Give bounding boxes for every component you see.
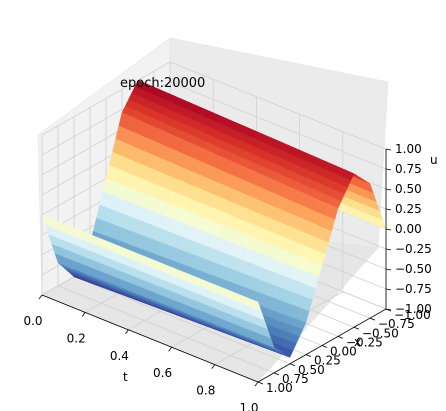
axes: 0.00.20.40.60.81.01.000.750.500.250.00−0… — [23, 142, 431, 411]
t-tick-mark — [125, 329, 129, 335]
surface — [41, 80, 387, 358]
u-tick-label: −0.25 — [395, 242, 432, 256]
grid-line — [169, 61, 387, 150]
u-tick-label: −1.00 — [395, 302, 432, 316]
x-tick-label: 0.50 — [298, 363, 325, 377]
t-tick-mark — [81, 312, 86, 317]
x-tick-mark — [321, 345, 328, 348]
surface-patch — [248, 298, 262, 312]
x-tick-mark — [257, 381, 264, 385]
x-tick-label: −0.50 — [362, 326, 399, 340]
grid-line — [169, 81, 387, 170]
x-axis-label: t — [123, 370, 128, 384]
t-tick-label: 0.8 — [196, 384, 215, 398]
x-tick-label: −1.00 — [394, 308, 431, 322]
u-tick-mark — [385, 188, 392, 191]
epoch-annotation: epoch:20000 — [120, 76, 205, 91]
t-tick-label: 1.0 — [239, 401, 258, 411]
x-tick-label: −0.75 — [378, 317, 415, 331]
x-tick-mark — [369, 317, 376, 321]
x-tick-label: 0.25 — [314, 354, 341, 368]
u-tick-label: 1.00 — [395, 142, 422, 156]
t-tick-label: 0.4 — [110, 349, 129, 363]
x-tick-mark — [273, 372, 280, 376]
x-tick-mark — [353, 326, 360, 330]
u-tick-mark — [385, 168, 392, 171]
u-tick-mark — [385, 228, 392, 231]
u-tick-label: −0.50 — [395, 262, 432, 276]
t-tick-mark — [168, 346, 172, 352]
t-tick-label: 0.6 — [153, 366, 172, 380]
y-axis-label: x — [354, 335, 361, 349]
x-tick-label: 1.00 — [266, 381, 293, 395]
x-tick-mark — [305, 354, 312, 357]
t-axis-line — [41, 294, 259, 383]
u-tick-label: 0.75 — [395, 162, 422, 176]
u-tick-mark — [385, 308, 392, 311]
x-tick-mark — [289, 363, 296, 367]
u-tick-label: 0.25 — [395, 202, 422, 216]
x-tick-label: −0.25 — [346, 335, 383, 349]
x-tick-label: 0.00 — [330, 345, 357, 359]
x-tick-mark — [337, 336, 344, 339]
z-axis-label: u — [430, 153, 438, 167]
grid-line — [57, 285, 275, 374]
t-tick-mark — [211, 364, 216, 369]
u-tick-mark — [385, 268, 392, 271]
grid-line — [73, 276, 291, 365]
x-tick-label: 0.75 — [282, 372, 309, 386]
u-tick-mark — [385, 248, 392, 251]
u-tick-label: 0.00 — [395, 222, 422, 236]
t-tick-label: 0.0 — [23, 314, 42, 328]
t-tick-label: 0.2 — [67, 331, 86, 345]
u-tick-label: 0.50 — [395, 182, 422, 196]
u-tick-label: −0.75 — [395, 282, 432, 296]
grid-line — [41, 61, 171, 136]
u-tick-mark — [385, 148, 392, 151]
t-tick-mark — [254, 381, 259, 387]
u-tick-mark — [385, 288, 392, 291]
u-tick-mark — [385, 208, 392, 211]
t-tick-mark — [38, 294, 43, 300]
